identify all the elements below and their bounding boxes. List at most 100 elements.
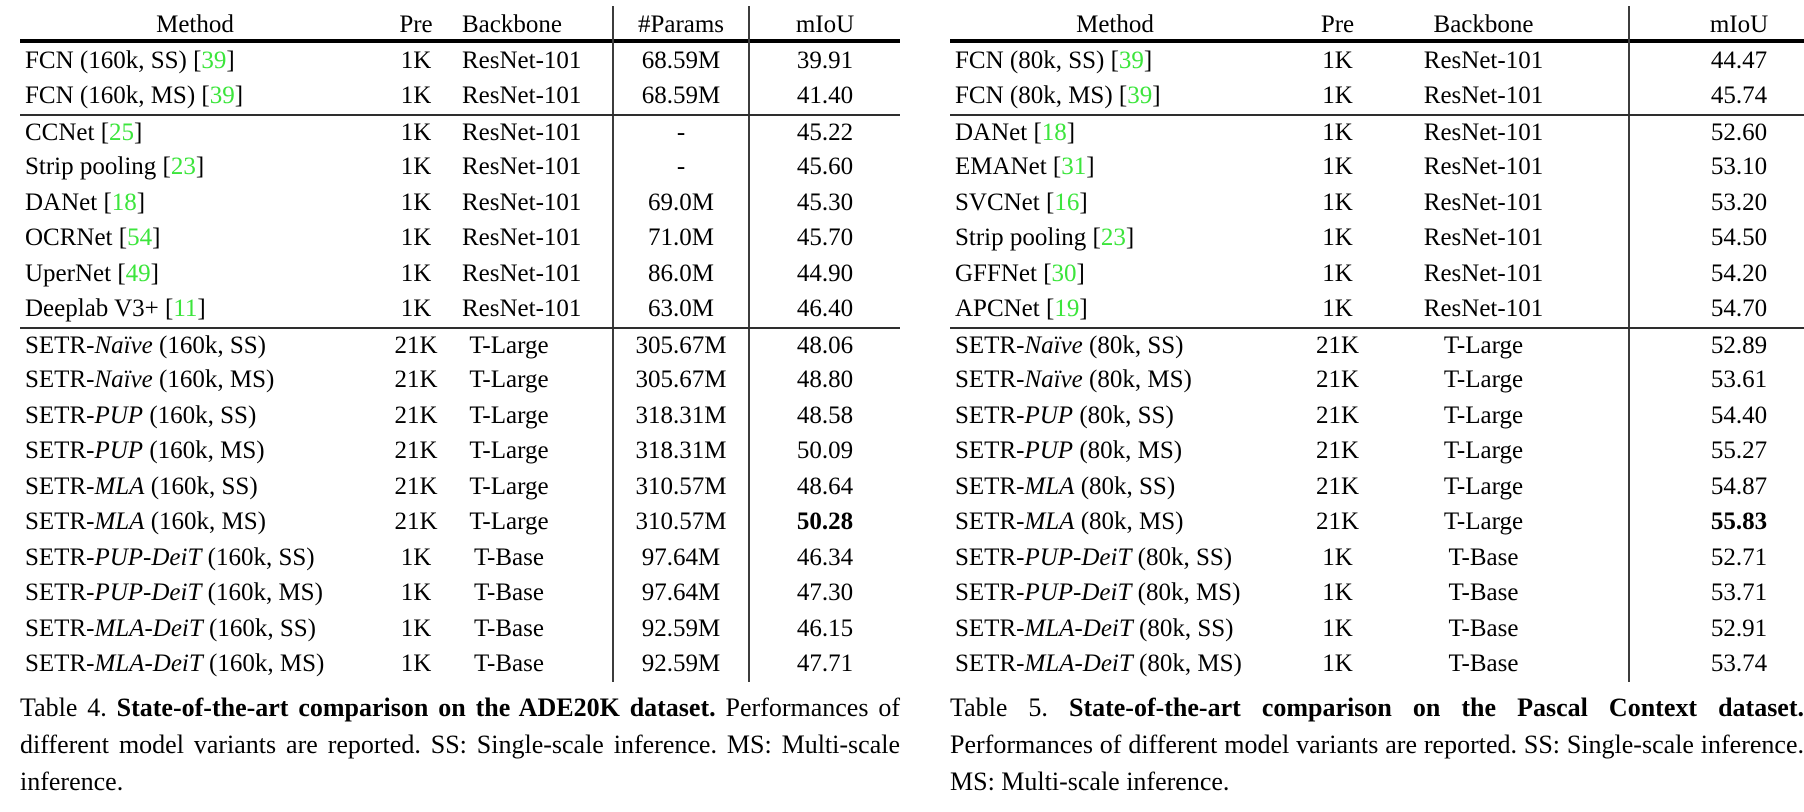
- value-cell: 1K: [400, 188, 432, 216]
- table-row: SETR-Naïve (80k, SS) 21K T-Large 52.89: [950, 327, 1804, 363]
- table-row: SETR-MLA-DeiT (80k, SS) 1K T-Base 52.91: [950, 611, 1804, 647]
- method-text: (80k, MS): [1132, 650, 1242, 678]
- value-cell: ResNet-101: [1423, 153, 1544, 181]
- method-text: SETR-: [955, 543, 1025, 571]
- table-row: SETR-MLA-DeiT (160k, SS) 1K T-Base 92.59M 46…: [20, 611, 900, 647]
- method-variant: MLA-DeiT: [1024, 650, 1133, 678]
- value-cell: 39.91: [748, 43, 900, 79]
- column-header-miou: mIoU: [748, 6, 900, 43]
- value-cell: T-Base: [1448, 650, 1519, 678]
- pascal-context-table: Method Pre Backbone mIoU FCN (80k, SS) [39] 1…: [950, 6, 1804, 682]
- method-cell: SETR-PUP (80k, SS): [950, 402, 1280, 430]
- method-variant: Naïve: [1024, 366, 1083, 394]
- table-row: SETR-PUP (160k, MS) 21K T-Large 318.31M 50.0…: [20, 433, 900, 469]
- table-header-row: Method Pre Backbone mIoU: [950, 6, 1804, 43]
- method-variant: PUP-DeiT: [94, 543, 202, 571]
- method-text: Strip pooling: [955, 224, 1093, 252]
- value-cell: 318.31M: [612, 398, 748, 434]
- method-cell: SETR-PUP-DeiT (160k, MS): [20, 579, 370, 607]
- value-cell: 92.59M: [612, 611, 748, 647]
- method-cell: SETR-PUP (160k, SS): [20, 402, 370, 430]
- method-text: FCN (80k, MS): [955, 82, 1119, 110]
- value-cell: 21K: [1315, 472, 1360, 500]
- value-cell: 1K: [1322, 118, 1353, 146]
- citation-number: 23: [1100, 224, 1126, 252]
- method-cell: APCNet [19]: [955, 295, 1088, 323]
- value-cell: T-Base: [474, 543, 544, 571]
- value-cell: 1K: [1322, 543, 1353, 571]
- table-row: DANet [18] 1K ResNet-101 52.60: [950, 114, 1804, 150]
- method-text: SETR-: [25, 508, 95, 536]
- column-header-miou: mIoU: [1628, 6, 1804, 43]
- value-cell: 1K: [400, 295, 432, 323]
- table-row: Deeplab V3+ [11] 1K ResNet-101 63.0M 46.40: [20, 291, 900, 327]
- value-cell: 1K: [1322, 579, 1353, 607]
- method-cell: FCN (160k, SS) [39]: [25, 46, 235, 74]
- value-cell: 21K: [1315, 508, 1360, 536]
- value-cell: 54.50: [1628, 220, 1804, 256]
- method-cell: GFFNet [30]: [955, 259, 1085, 287]
- value-cell: 21K: [1315, 366, 1360, 394]
- column-header-backbone: Backbone: [1433, 10, 1534, 38]
- method-text: (80k, SS): [1074, 472, 1176, 500]
- value-cell: 53.71: [1628, 575, 1804, 611]
- table-row: SETR-Naïve (160k, MS) 21K T-Large 305.67M 48…: [20, 362, 900, 398]
- method-text: SETR-: [25, 437, 95, 465]
- column-header-method: Method: [1076, 10, 1154, 38]
- table-header-row: Method Pre Backbone #Params mIoU: [20, 6, 900, 43]
- value-cell: 55.27: [1628, 433, 1804, 469]
- method-text: (160k, SS): [152, 331, 266, 359]
- method-cell: SETR-Naïve (80k, SS): [950, 332, 1280, 360]
- method-cell: SETR-MLA (160k, MS): [20, 508, 370, 536]
- method-text: (80k, MS): [1073, 437, 1183, 465]
- value-cell: 305.67M: [612, 329, 748, 363]
- value-cell: 1K: [400, 614, 432, 642]
- method-cell: SETR-MLA (80k, MS): [950, 508, 1280, 536]
- method-cell: Strip pooling [23]: [25, 153, 205, 181]
- value-cell: 1K: [400, 118, 432, 146]
- table-row: SETR-MLA (160k, MS) 21K T-Large 310.57M 50.2…: [20, 504, 900, 540]
- method-variant: MLA-DeiT: [1024, 614, 1133, 642]
- table5-caption-text: Performances of different model variants…: [950, 730, 1804, 796]
- value-cell: ResNet-101: [462, 118, 582, 146]
- value-cell: 310.57M: [612, 469, 748, 505]
- value-cell: 45.22: [748, 116, 900, 150]
- method-text: (80k, SS): [1131, 543, 1233, 571]
- method-cell: SETR-MLA-DeiT (80k, SS): [950, 615, 1280, 643]
- table5-caption-title: State-of-the-art comparison on the Pasca…: [1068, 693, 1804, 722]
- value-cell: T-Large: [1443, 437, 1524, 465]
- method-variant: MLA-DeiT: [94, 650, 203, 678]
- table-row: DANet [18] 1K ResNet-101 69.0M 45.30: [20, 185, 900, 221]
- method-text: SETR-: [955, 472, 1025, 500]
- citation-number: 39: [1127, 82, 1153, 110]
- table-row: SETR-MLA-DeiT (160k, MS) 1K T-Base 92.59M 47…: [20, 646, 900, 682]
- ade20k-table: Method Pre Backbone #Params mIoU FCN (160k, S…: [20, 6, 900, 682]
- value-cell: 52.71: [1628, 540, 1804, 576]
- method-cell: SETR-PUP-DeiT (80k, SS): [950, 544, 1280, 572]
- method-text: SETR-: [25, 472, 95, 500]
- method-variant: Naïve: [1024, 331, 1083, 359]
- method-text: SETR-: [955, 508, 1025, 536]
- value-cell: 45.70: [748, 220, 900, 256]
- value-cell: -: [612, 116, 748, 150]
- value-cell: 1K: [400, 650, 432, 678]
- value-cell: 53.74: [1628, 646, 1804, 682]
- method-text: SETR-: [25, 543, 95, 571]
- method-variant: PUP: [1024, 437, 1074, 465]
- value-cell: 1K: [400, 46, 432, 74]
- table5-caption-label: Table 5.: [950, 693, 1048, 722]
- value-cell: 50.28: [748, 504, 900, 540]
- value-cell: ResNet-101: [1423, 118, 1544, 146]
- table-row: CCNet [25] 1K ResNet-101 -45.22: [20, 114, 900, 150]
- value-cell: 1K: [400, 543, 432, 571]
- method-text: SETR-: [955, 614, 1025, 642]
- value-cell: 1K: [400, 259, 432, 287]
- value-cell: T-Large: [469, 401, 549, 429]
- value-cell: 1K: [1322, 295, 1353, 323]
- method-text: DANet: [955, 118, 1034, 146]
- table4-caption-text: Performances of different model variants…: [20, 693, 901, 796]
- value-cell: ResNet-101: [1423, 295, 1544, 323]
- method-variant: PUP-DeiT: [1024, 543, 1132, 571]
- value-cell: 69.0M: [612, 185, 748, 221]
- method-text: SETR-: [955, 650, 1025, 678]
